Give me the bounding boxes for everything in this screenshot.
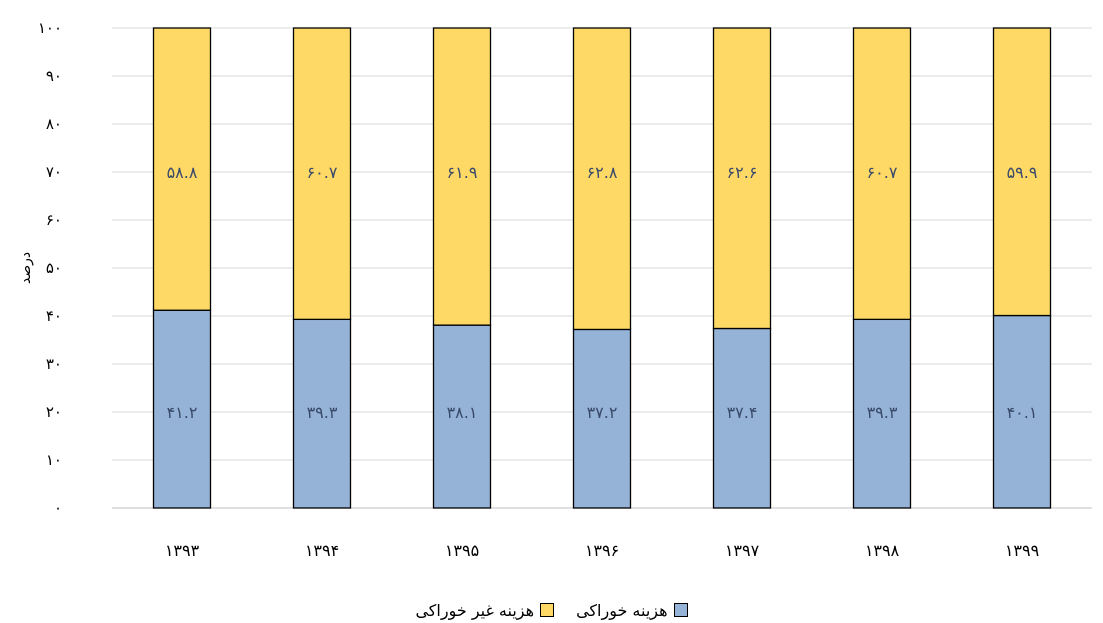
y-tick-label: ۸۰ — [46, 115, 62, 133]
data-label-food: ۳۹.۳ — [307, 403, 338, 422]
legend-item-nonfood: هزینه غیر خوراکی — [415, 600, 555, 620]
bar-segment-food — [152, 309, 212, 509]
data-label-nonfood: ۶۲.۸ — [587, 163, 618, 182]
data-label-food: ۳۷.۲ — [587, 403, 618, 422]
data-label-food: ۳۸.۱ — [447, 403, 478, 422]
x-tick-label: ۱۳۹۸ — [865, 541, 900, 560]
y-tick-label: ۲۰ — [46, 403, 62, 421]
y-tick-label: ۰ — [54, 499, 62, 517]
legend: هزینه خوراکی هزینه غیر خوراکی — [0, 598, 1103, 622]
y-tick-label: ۵۰ — [46, 259, 62, 277]
x-tick-label: ۱۳۹۹ — [1005, 541, 1039, 560]
x-tick-label: ۱۳۹۷ — [725, 541, 760, 560]
bar-segment-nonfood — [992, 27, 1052, 317]
bar-segment-food — [712, 327, 772, 509]
y-tick-label: ۷۰ — [46, 163, 62, 181]
y-axis-label: درصد — [18, 252, 34, 284]
bar-segment-nonfood — [152, 27, 212, 311]
bar-segment-nonfood — [852, 27, 912, 321]
y-tick-label: ۴۰ — [46, 307, 62, 325]
data-label-nonfood: ۶۱.۹ — [447, 163, 478, 182]
legend-label-nonfood: هزینه غیر خوراکی — [415, 600, 535, 620]
legend-swatch-food — [673, 603, 688, 617]
x-tick-label: ۱۳۹۵ — [445, 541, 479, 560]
legend-item-food: هزینه خوراکی — [576, 601, 688, 620]
bar-segment-nonfood — [292, 27, 352, 321]
x-tick-label: ۱۳۹۳ — [165, 541, 200, 560]
bar-segment-food — [852, 318, 912, 509]
data-label-food: ۳۹.۳ — [867, 403, 898, 422]
x-tick-label: ۱۳۹۶ — [585, 541, 619, 560]
y-tick-label: ۹۰ — [46, 67, 62, 85]
legend-label-food: هزینه خوراکی — [576, 600, 668, 620]
stacked-bar-chart: ۰ ۱۰ ۲۰ ۳۰ ۴۰ ۵۰ ۶۰ ۷۰ ۸۰ ۹۰ ۱۰۰ ۴۱.۲ ۵۸.۸ ۳۹.۳ ۶۰.۷ ۳… — [18, 19, 1092, 560]
y-tick-label: ۱۰ — [46, 451, 62, 469]
y-tick-label: ۱۰۰ — [38, 19, 62, 37]
x-tick-label: ۱۳۹۴ — [305, 541, 339, 560]
legend-swatch-nonfood — [540, 603, 555, 617]
bar-segment-nonfood — [712, 27, 772, 330]
data-label-nonfood: ۵۹.۹ — [1007, 163, 1038, 182]
bar-segment-nonfood — [572, 27, 632, 331]
data-label-food: ۴۱.۲ — [167, 403, 198, 422]
bar-segment-food — [292, 318, 352, 509]
data-label-nonfood: ۶۰.۷ — [307, 163, 338, 182]
y-tick-label: ۶۰ — [46, 211, 62, 229]
data-label-nonfood: ۶۲.۶ — [727, 163, 758, 182]
bar-segment-food — [992, 314, 1052, 509]
y-tick-label: ۳۰ — [46, 355, 62, 373]
y-axis-ticks: ۰ ۱۰ ۲۰ ۳۰ ۴۰ ۵۰ ۶۰ ۷۰ ۸۰ ۹۰ ۱۰۰ — [38, 19, 62, 517]
data-label-nonfood: ۶۰.۷ — [867, 163, 898, 182]
bar-segment-food — [572, 328, 632, 509]
data-label-food: ۳۷.۴ — [727, 403, 758, 422]
data-label-food: ۴۰.۱ — [1007, 403, 1038, 422]
data-label-nonfood: ۵۸.۸ — [167, 163, 198, 182]
bar-segment-nonfood — [432, 27, 492, 326]
x-axis-ticks: ۱۳۹۳ ۱۳۹۴ ۱۳۹۵ ۱۳۹۶ ۱۳۹۷ ۱۳۹۸ ۱۳۹۹ — [165, 541, 1039, 560]
bars: ۴۱.۲ ۵۸.۸ ۳۹.۳ ۶۰.۷ ۳۸.۱ ۶۱.۹ ۳۷.۲ ۶۲.۸ ۳۷.۴ ۶۲.۶… — [152, 27, 1052, 509]
